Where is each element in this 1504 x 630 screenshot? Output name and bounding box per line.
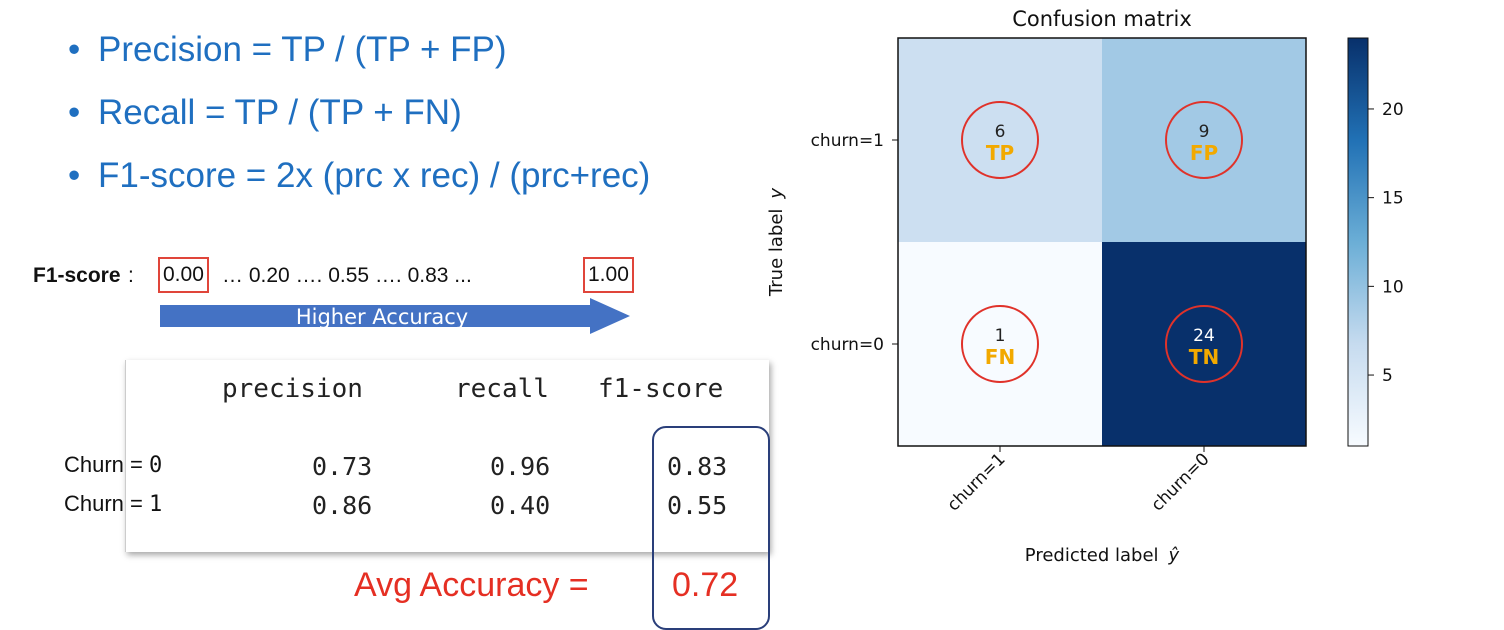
x-tick-label: churn=0 xyxy=(1147,449,1213,515)
header-recall: recall xyxy=(455,374,549,404)
y-tick-label: churn=1 xyxy=(811,131,884,151)
precision-churn-1: 0.86 xyxy=(312,491,373,520)
higher-accuracy-arrow: Higher Accuracy xyxy=(160,298,632,334)
colorbar-tick-label: 15 xyxy=(1382,189,1404,209)
cell-tag: FN xyxy=(985,345,1015,369)
row-label-churn-1: Churn = 1 xyxy=(64,491,163,517)
highlight-circle xyxy=(1165,305,1243,383)
f1-formula-text: F1-score = 2x (prc x rec) / (prc+rec) xyxy=(98,156,651,195)
highlight-circle xyxy=(961,101,1039,179)
f1-scale-colon: : xyxy=(128,264,134,287)
avg-accuracy-label: Avg Accuracy = xyxy=(354,566,589,604)
colorbar-tick-label: 5 xyxy=(1382,366,1393,386)
x-tick-label: churn=1 xyxy=(943,449,1009,515)
row-label-churn-0: Churn = 0 xyxy=(64,452,163,478)
header-precision: precision xyxy=(222,374,363,404)
precision-formula-text: Precision = TP / (TP + FP) xyxy=(98,30,507,69)
matrix-frame xyxy=(897,37,1307,447)
highlight-circle xyxy=(1165,101,1243,179)
recall-churn-1: 0.40 xyxy=(490,491,551,520)
cell-count: 1 xyxy=(995,326,1006,346)
f1-scale-label: F1-score xyxy=(33,264,121,287)
arrow-icon: Higher Accuracy xyxy=(160,298,630,334)
f1-churn-0: 0.83 xyxy=(667,452,728,481)
matrix-cell xyxy=(1102,38,1306,242)
f1-middle-values: … 0.20 …. 0.55 …. 0.83 ... xyxy=(222,264,472,287)
matrix-cell xyxy=(898,38,1102,242)
bullet-icon: • xyxy=(68,30,81,69)
cell-tag: FP xyxy=(1190,141,1218,165)
header-f1: f1-score xyxy=(598,374,724,404)
precision-formula: • Precision = TP / (TP + FP) xyxy=(68,18,650,81)
recall-formula: • Recall = TP / (TP + FN) xyxy=(68,81,650,144)
f1-scale: F1-score : 0.00 … 0.20 …. 0.55 …. 0.83 .… xyxy=(0,257,700,298)
arrow-label: Higher Accuracy xyxy=(296,305,468,329)
chart-title: Confusion matrix xyxy=(1012,7,1192,31)
bullet-icon: • xyxy=(68,156,81,195)
recall-churn-0: 0.96 xyxy=(490,452,551,481)
cell-count: 9 xyxy=(1199,122,1210,142)
matrix-cell xyxy=(898,242,1102,446)
cell-count: 24 xyxy=(1193,326,1215,346)
y-axis-label: True labely xyxy=(766,188,787,298)
formula-list: • Precision = TP / (TP + FP) • Recall = TP… xyxy=(68,18,650,207)
recall-formula-text: Recall = TP / (TP + FN) xyxy=(98,93,462,132)
cell-tag: TP xyxy=(986,141,1014,165)
y-tick-label: churn=0 xyxy=(811,335,884,355)
matrix-cell xyxy=(1102,242,1306,446)
classification-report: precision recall f1-score Churn = 0 0.73… xyxy=(64,360,769,552)
x-axis-label: Predicted label ŷ xyxy=(1025,545,1180,566)
cell-tag: TN xyxy=(1189,345,1219,369)
cell-count: 6 xyxy=(995,122,1006,142)
f1-low-value: 0.00 xyxy=(158,257,209,293)
bullet-icon: • xyxy=(68,93,81,132)
highlight-circle xyxy=(961,305,1039,383)
f1-high-value: 1.00 xyxy=(583,257,634,293)
f1-formula: • F1-score = 2x (prc x rec) / (prc+rec) xyxy=(68,144,650,207)
colorbar-tick-label: 20 xyxy=(1382,100,1404,120)
precision-churn-0: 0.73 xyxy=(312,452,373,481)
colorbar-tick-label: 10 xyxy=(1382,277,1404,297)
f1-churn-1: 0.55 xyxy=(667,491,728,520)
colorbar xyxy=(1347,37,1369,447)
avg-accuracy-value: 0.72 xyxy=(672,566,739,604)
